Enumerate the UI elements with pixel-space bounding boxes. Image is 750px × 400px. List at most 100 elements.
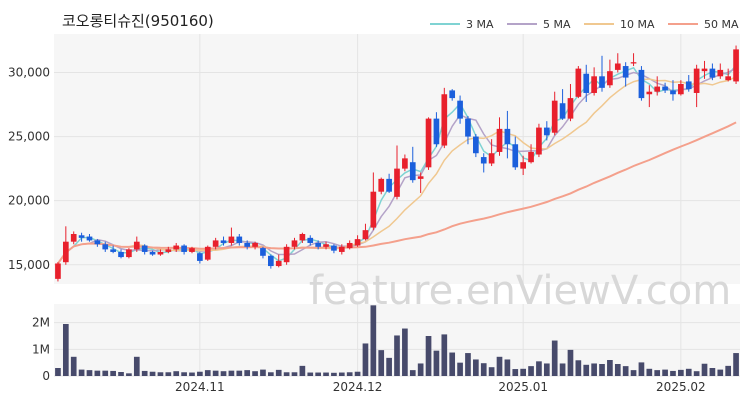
candle-body <box>228 236 235 243</box>
candle-body <box>693 68 700 93</box>
volume-bar <box>417 363 424 376</box>
volume-bar <box>662 369 668 376</box>
volume-bar <box>133 356 140 376</box>
candle-body <box>362 230 369 240</box>
volume-bar <box>575 360 582 376</box>
candle-body <box>157 251 164 255</box>
volume-bar <box>512 369 519 376</box>
candle-body <box>141 245 148 252</box>
candle-body <box>685 81 692 90</box>
price-tick-label: 25,000 <box>8 130 50 144</box>
volume-bar <box>386 357 392 376</box>
volume-bar <box>55 368 61 376</box>
candle-body <box>102 244 109 250</box>
candle-body <box>678 84 684 95</box>
volume-bar <box>630 370 637 376</box>
candle-body <box>607 71 613 86</box>
candle-body <box>662 86 668 91</box>
candle-body <box>133 241 140 250</box>
volume-bar <box>670 370 676 376</box>
candle-body <box>717 69 724 77</box>
volume-bar <box>480 363 487 376</box>
date-tick-label: 2025.02 <box>656 380 706 394</box>
candle-body <box>630 62 637 64</box>
volume-bar <box>614 364 621 376</box>
volume-bar <box>599 364 605 376</box>
candle-body <box>70 234 77 242</box>
volume-bar <box>94 370 101 376</box>
volume-bar <box>197 371 203 376</box>
candle-body <box>307 237 314 243</box>
legend-label: 10 MA <box>620 18 655 31</box>
date-tick-label: 2024.12 <box>333 380 383 394</box>
candle-body <box>670 90 676 95</box>
volume-bar <box>181 372 187 376</box>
volume-bar <box>551 340 558 376</box>
candle-body <box>181 245 187 252</box>
ma-line-50 <box>57 121 737 265</box>
volume-bar <box>204 370 211 376</box>
volume-bar <box>504 359 511 376</box>
volume-bar <box>220 371 227 376</box>
candle-body <box>275 260 282 267</box>
volume-bar <box>141 370 148 376</box>
candle-body <box>354 239 361 246</box>
volume-bar <box>591 363 597 376</box>
candle-body <box>212 240 219 247</box>
candle-body <box>425 118 432 168</box>
volume-bar <box>331 372 337 376</box>
candle-body <box>331 245 337 251</box>
candle-body <box>110 249 116 252</box>
candle-body <box>189 248 195 252</box>
volume-bar <box>173 371 180 376</box>
candle-body <box>220 240 227 243</box>
candle-body <box>520 162 526 169</box>
candle-body <box>496 128 503 152</box>
candle-body <box>528 151 534 163</box>
candle-body <box>291 240 298 247</box>
candle-body <box>118 251 124 258</box>
legend-label: 50 MA <box>704 18 739 31</box>
candle-body <box>346 242 353 249</box>
candle-body <box>575 68 582 97</box>
candle-body <box>338 246 345 252</box>
volume-bars <box>55 305 739 376</box>
volume-bar <box>110 370 116 376</box>
candle-body <box>614 63 621 70</box>
date-tick-label: 2024.11 <box>175 380 225 394</box>
candle-body <box>646 91 653 95</box>
candle-body <box>394 168 400 197</box>
volume-bar <box>567 349 574 376</box>
candle-body <box>94 240 101 245</box>
candle-body <box>567 98 574 119</box>
candle-body <box>149 251 156 255</box>
watermark: feature.enViewV.com <box>309 268 731 314</box>
volume-tick-label: 1M <box>32 342 50 356</box>
volume-bar <box>370 305 377 376</box>
volume-bar <box>709 368 716 376</box>
candle-body <box>244 242 251 247</box>
volume-bar <box>354 371 361 376</box>
volume-bar <box>465 353 471 376</box>
candle-body <box>252 242 258 247</box>
volume-bar <box>685 368 692 376</box>
candle-body <box>260 248 266 256</box>
volume-bar <box>189 372 195 376</box>
volume-bar <box>283 372 290 376</box>
volume-bar <box>149 371 156 376</box>
volume-bar <box>528 366 534 376</box>
candle-body <box>473 136 479 154</box>
volume-bar <box>62 324 69 376</box>
volume-bar <box>496 356 503 376</box>
candle-body <box>323 244 329 247</box>
candle-body <box>126 249 132 258</box>
volume-tick-label: 2M <box>32 316 50 330</box>
candle-body <box>488 153 495 164</box>
candle-body <box>173 245 180 250</box>
volume-bar <box>323 372 329 376</box>
candle-body <box>86 236 93 241</box>
volume-bar <box>693 371 700 376</box>
price-tick-label: 15,000 <box>8 258 50 272</box>
price-tick-label: 30,000 <box>8 65 50 79</box>
